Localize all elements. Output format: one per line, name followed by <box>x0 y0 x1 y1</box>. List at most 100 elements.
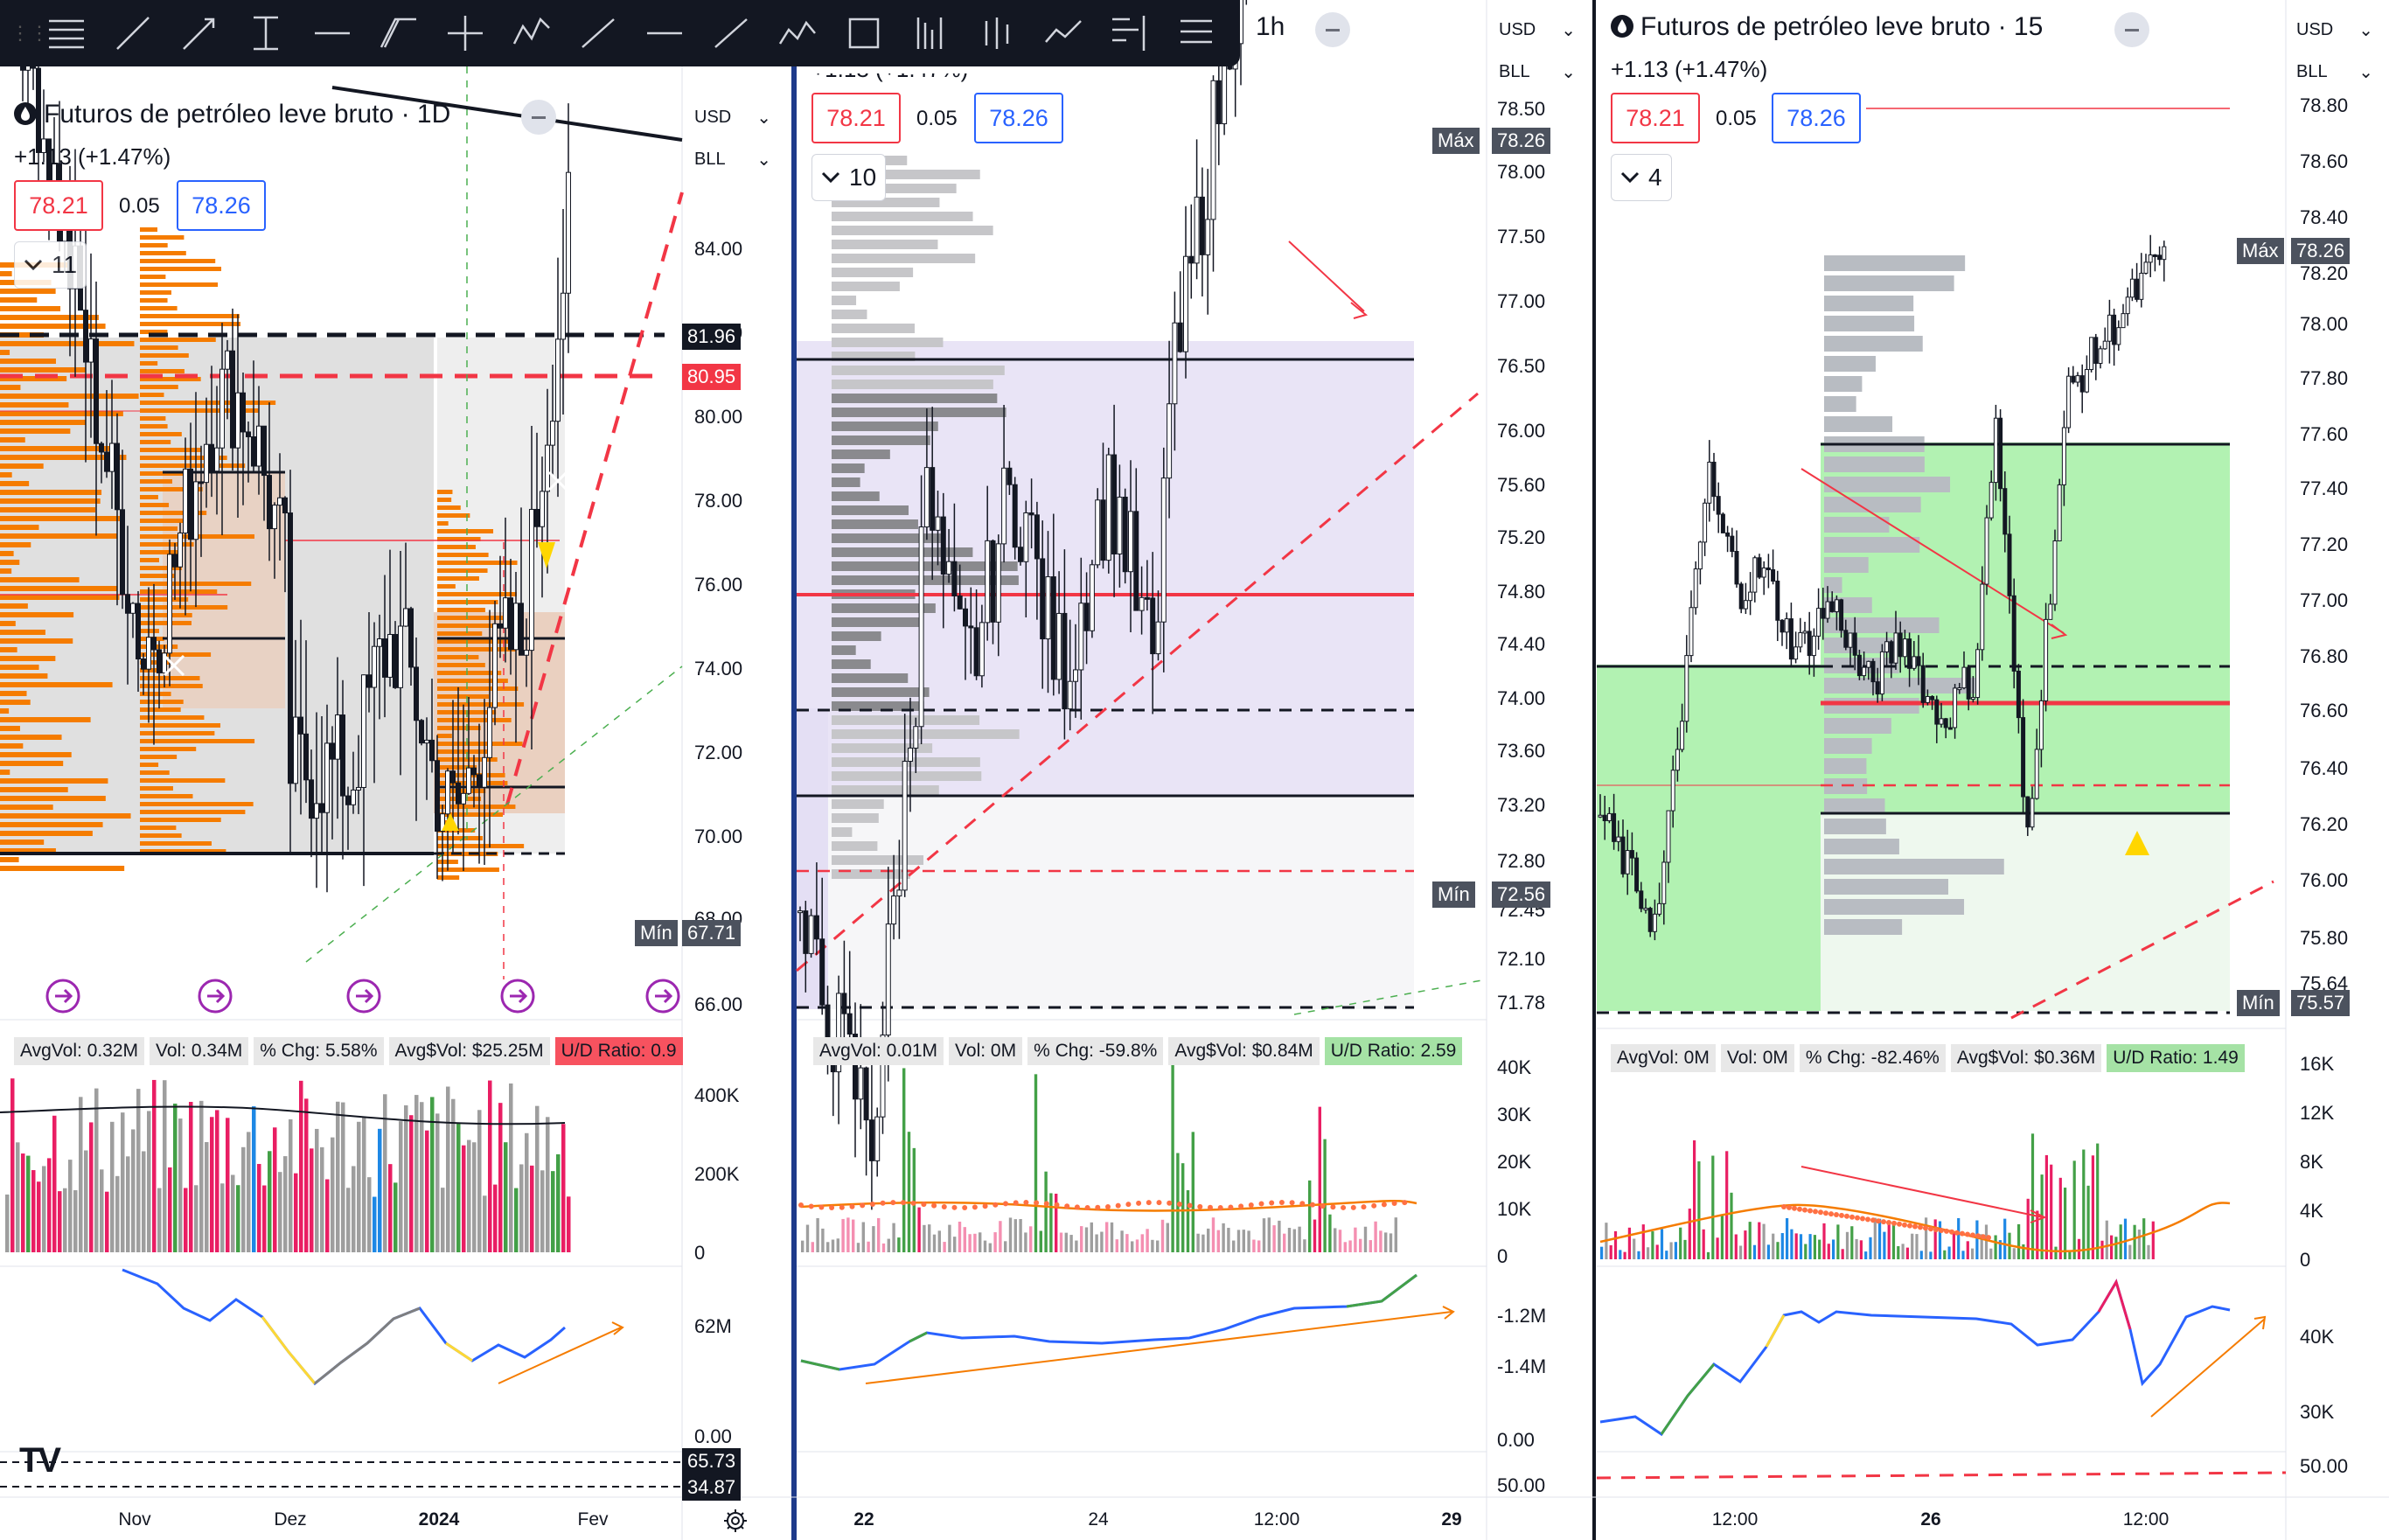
pane2-volume-ma-dot <box>1341 1204 1347 1210</box>
pane1-candle-body <box>282 497 288 514</box>
pane3-volume-bar <box>1766 1244 1770 1259</box>
pane1-volume-profile-bar <box>140 440 171 444</box>
pane3-volume-ma-dot <box>1839 1212 1844 1218</box>
parallel-channel-icon[interactable] <box>366 4 432 62</box>
pane1-candle-body <box>240 392 246 433</box>
horizontal-lines-icon[interactable] <box>33 4 100 62</box>
trend-line-icon[interactable] <box>100 4 166 62</box>
fib-ruler-icon[interactable] <box>897 4 964 62</box>
pane2-currency-select[interactable]: USD ⌄ <box>1492 10 1583 49</box>
abcd-pattern-icon[interactable] <box>764 4 831 62</box>
pane2-volume-profile-bar <box>832 841 878 851</box>
pane3-volume-bar <box>1813 1235 1816 1259</box>
pane3-candle-body <box>1657 902 1662 915</box>
pane1-volume-profile-bar-right <box>437 631 483 636</box>
ray-icon-path <box>582 18 615 48</box>
pane3-volume-bar <box>1600 1246 1604 1259</box>
pane1-minimize-button[interactable] <box>521 100 556 135</box>
pane1-candle-body <box>303 733 309 781</box>
pane2-candle-body <box>813 915 819 940</box>
pane2-volume-ma-dot <box>1034 1200 1040 1206</box>
pane3-candle-body <box>2135 278 2140 300</box>
pane1-volume-profile-bar <box>140 424 168 429</box>
pane1-marker-triangle <box>538 542 555 568</box>
pane2-volume-bar <box>1029 1226 1033 1252</box>
pane1-volume-profile-bar-right <box>437 875 460 880</box>
pane1-unit-select[interactable]: BLL ⌄ <box>687 140 778 178</box>
pane3-ask-box[interactable]: 78.26 <box>1772 93 1861 143</box>
pane1-volume-profile-bar <box>140 652 212 657</box>
info-line-icon[interactable] <box>698 4 764 62</box>
settings-gear-icon[interactable] <box>722 1508 749 1538</box>
pane1-volume-bar <box>231 1174 235 1252</box>
pane1-bid-box[interactable]: 78.21 <box>14 180 103 231</box>
pane2-candle-body <box>1105 454 1111 561</box>
pane3-candle-body <box>2066 375 2072 429</box>
pane1-volume-bar <box>341 1102 345 1252</box>
pane1-volume-tick: 400K <box>694 1084 740 1106</box>
pane2-ask-box[interactable]: 78.26 <box>974 93 1063 143</box>
vertical-measure-icon[interactable] <box>233 4 299 62</box>
pane3-candle-body <box>1862 666 1867 677</box>
volume-profile-icon[interactable] <box>1097 4 1163 62</box>
pane3-volume-profile-bar <box>1824 738 1872 754</box>
pane3-indicators-collapse[interactable]: 4 <box>1611 154 1672 201</box>
pane1-currency-select[interactable]: USD ⌄ <box>687 98 778 136</box>
pane3-volume-bar <box>2050 1164 2053 1259</box>
pane2-indicators-collapse[interactable]: 10 <box>811 154 887 201</box>
abcd-pattern-icon-glyph <box>778 20 816 45</box>
pane1-volume-profile-bar <box>140 416 166 421</box>
pane2-candle-body <box>1205 219 1211 255</box>
pane2-minimize-button[interactable] <box>1315 12 1350 47</box>
rectangle-icon[interactable] <box>831 4 897 62</box>
pane2-volume-bar <box>917 1207 921 1252</box>
stat-vol: Vol: 0M <box>1720 1044 1794 1072</box>
pane3-volume-bar <box>1637 1251 1640 1259</box>
pane3-currency-select[interactable]: USD ⌄ <box>2289 10 2380 49</box>
pane2-price-tick: 75.20 <box>1497 526 1546 548</box>
pane1-candle-body <box>167 554 172 654</box>
fib-retracement-icon[interactable] <box>1163 4 1229 62</box>
pane1-volume-profile-bar <box>140 345 178 350</box>
pane1-volume-profile-bar-right <box>437 592 517 596</box>
pane1-trend-green <box>305 665 683 963</box>
pane2-volume-bar <box>1080 1226 1083 1252</box>
horizontal-line-icon[interactable] <box>299 4 366 62</box>
toolbar-drag-handle[interactable]: ⋮⋮ <box>10 22 49 44</box>
pane1-volume-profile-bar <box>140 542 194 547</box>
pane2-volume-bar <box>1384 1232 1388 1252</box>
elliott-wave-icon[interactable] <box>498 4 565 62</box>
pane2-volume-profile-bar <box>832 226 993 235</box>
pane2-volume-ma-dot <box>1054 1202 1060 1208</box>
pane2-bid-box[interactable]: 78.21 <box>811 93 901 143</box>
pane2-volume-ma-dot <box>1136 1200 1142 1206</box>
pane1-volume-bar <box>268 1151 272 1252</box>
path-icon[interactable] <box>1030 4 1097 62</box>
pane3-minimize-button[interactable] <box>2114 12 2149 47</box>
pane3-volume-bar <box>1933 1219 1937 1259</box>
candles-icon[interactable] <box>964 4 1030 62</box>
crosshair-icon[interactable] <box>432 4 498 62</box>
pane2-unit-select[interactable]: BLL ⌄ <box>1492 52 1583 91</box>
pane2-volume-ma-dot <box>1371 1202 1377 1209</box>
oil-drop-icon <box>1611 15 1633 38</box>
horizontal-ray-icon[interactable] <box>631 4 698 62</box>
pane1-indicators-collapse[interactable]: 11 <box>14 241 87 289</box>
pane1-volume-bar <box>173 1103 178 1252</box>
pane1-volume-bar <box>294 1173 298 1252</box>
pane1-volume-profile-bar-left <box>0 490 102 495</box>
pane3-volume-bar <box>1758 1222 1761 1259</box>
pane2-volume-bar <box>923 1224 926 1252</box>
pane1-volume-bar <box>336 1101 340 1252</box>
pane3-unit-select[interactable]: BLL ⌄ <box>2289 52 2380 91</box>
ray-icon[interactable] <box>565 4 631 62</box>
pane3-volume-bar <box>2082 1149 2086 1259</box>
arrow-icon[interactable] <box>166 4 233 62</box>
pane1-volume-bar <box>58 1191 62 1252</box>
pane1-volume-bar <box>425 1130 429 1252</box>
pane3-bid-box[interactable]: 78.21 <box>1611 93 1700 143</box>
pane2-volume-bar <box>1131 1241 1134 1252</box>
pane3-volume-bar <box>2017 1223 2021 1259</box>
pane1-ask-box[interactable]: 78.26 <box>177 180 266 231</box>
